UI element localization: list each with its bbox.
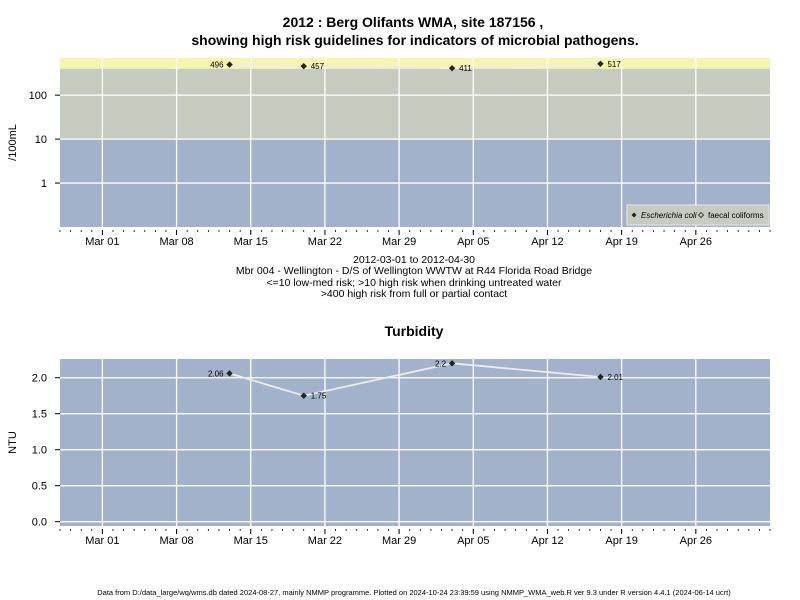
risk-band-2 bbox=[60, 58, 770, 69]
date-range-text: 2012-03-01 to 2012-04-30 bbox=[353, 254, 475, 266]
data-label: 2.06 bbox=[208, 369, 224, 378]
data-label: 496 bbox=[210, 61, 224, 70]
legend-marker-faecal-coliforms bbox=[697, 211, 705, 219]
chart-title-line-2: showing high risk guidelines for indicat… bbox=[191, 32, 638, 48]
data-point bbox=[448, 64, 456, 72]
x-tick-label: Mar 22 bbox=[308, 535, 342, 547]
x-tick-label: Mar 15 bbox=[234, 535, 268, 547]
y-axis-label: NTU bbox=[7, 431, 19, 454]
x-tick-label: Apr 26 bbox=[680, 535, 712, 547]
x-tick-label: Apr 12 bbox=[531, 535, 563, 547]
x-tick-label: Mar 15 bbox=[234, 236, 268, 248]
y-tick-label: 0.0 bbox=[32, 517, 47, 529]
data-point bbox=[597, 373, 604, 381]
footer-text: Data from D:/data_large/wq/wms.db dated … bbox=[97, 588, 731, 597]
legend-label: faecal coliforms bbox=[708, 211, 764, 220]
site-description-text: Mbr 004 - Wellington - D/S of Wellington… bbox=[236, 265, 592, 277]
data-point bbox=[597, 60, 604, 67]
data-label: 1.75 bbox=[311, 392, 327, 401]
series-line bbox=[229, 362, 601, 397]
x-tick-label: Mar 22 bbox=[308, 236, 342, 248]
x-tick-label: Mar 29 bbox=[382, 236, 416, 248]
y-tick-label: 1.0 bbox=[32, 445, 47, 457]
data-point bbox=[226, 370, 233, 377]
x-tick-label: Apr 26 bbox=[680, 236, 712, 248]
x-tick-label: Mar 08 bbox=[159, 236, 193, 248]
data-point bbox=[448, 360, 456, 367]
y-tick-label: 10 bbox=[35, 134, 47, 146]
x-tick-label: Apr 19 bbox=[605, 535, 637, 547]
data-label: 2.2 bbox=[435, 359, 447, 368]
y-tick-label: 0.5 bbox=[32, 481, 47, 493]
y-tick-label: 2.0 bbox=[32, 373, 47, 385]
data-point bbox=[300, 62, 307, 70]
x-tick-label: Mar 29 bbox=[382, 535, 416, 547]
plot-background bbox=[60, 359, 770, 526]
turbidity-chart-title: Turbidity bbox=[385, 323, 444, 339]
x-tick-label: Apr 05 bbox=[457, 236, 489, 248]
data-label: 517 bbox=[607, 60, 621, 69]
y-axis-label: /100mL bbox=[7, 124, 19, 161]
y-tick-label: 1.5 bbox=[32, 409, 47, 421]
chart-title-line-1: 2012 : Berg Olifants WMA, site 187156 , bbox=[283, 14, 544, 30]
data-label: 411 bbox=[459, 64, 472, 73]
x-tick-label: Apr 05 bbox=[457, 535, 489, 547]
legend-marker-escherichia-coli bbox=[631, 212, 637, 218]
x-tick-label: Mar 01 bbox=[85, 535, 119, 547]
ecoli-chart-panel: Mar 01 Mar 08 Mar 15 Mar 22 Mar 29 Apr 05 Apr … bbox=[7, 58, 771, 248]
y-tick-label: 1 bbox=[41, 178, 47, 190]
x-tick-label: Apr 12 bbox=[531, 236, 563, 248]
data-point bbox=[226, 61, 233, 68]
y-tick-label: 100 bbox=[29, 90, 47, 102]
series-line bbox=[229, 62, 601, 70]
data-label: 457 bbox=[311, 62, 325, 71]
x-tick-label: Mar 08 bbox=[159, 535, 193, 547]
guideline-text-2: >400 high risk from full or partial cont… bbox=[321, 288, 508, 300]
risk-band-1 bbox=[60, 68, 770, 140]
turbidity-chart-panel: Mar 01 Mar 08 Mar 15 Mar 22 Mar 29 Apr 05 Apr … bbox=[7, 359, 771, 547]
chart-legend: Escherichia coli faecal coliforms bbox=[626, 204, 770, 226]
data-label: 2.01 bbox=[607, 373, 623, 382]
legend-label: Escherichia coli bbox=[641, 211, 697, 220]
x-tick-label: Mar 01 bbox=[85, 236, 119, 248]
data-point bbox=[300, 392, 307, 399]
guideline-text-1: <=10 low-med risk; >10 high risk when dr… bbox=[266, 277, 562, 289]
x-tick-label: Apr 19 bbox=[605, 236, 637, 248]
